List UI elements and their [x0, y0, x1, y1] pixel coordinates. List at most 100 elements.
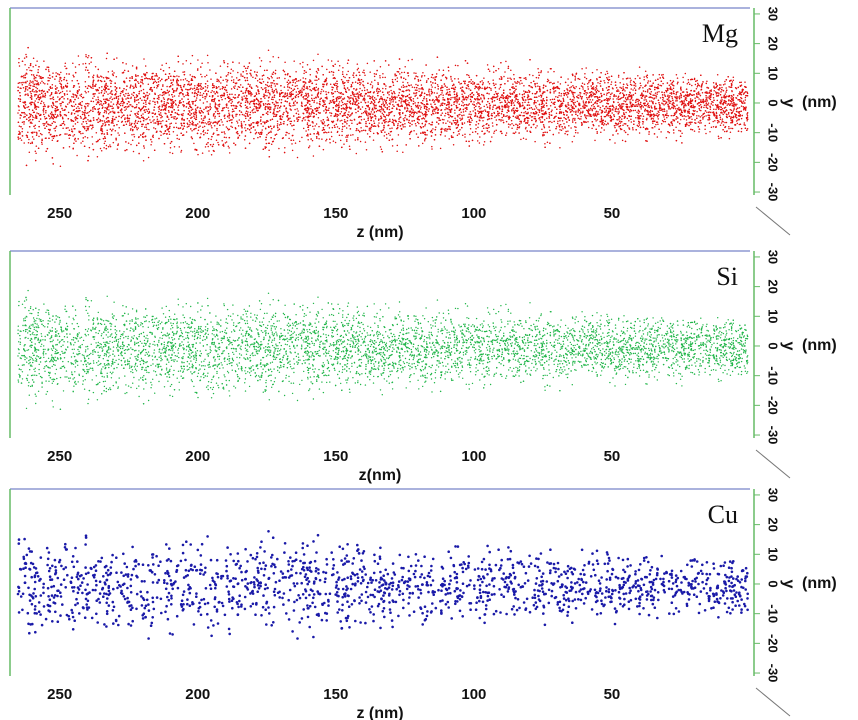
atom	[249, 106, 251, 109]
atom	[430, 76, 433, 78]
atom	[257, 136, 259, 139]
atom	[586, 82, 589, 85]
atom	[237, 96, 239, 98]
atom	[438, 94, 440, 97]
atom	[139, 85, 142, 88]
atom	[719, 116, 722, 119]
atom	[634, 82, 637, 85]
atom	[156, 100, 159, 103]
atom	[678, 106, 680, 109]
atom	[367, 115, 369, 117]
atom	[689, 123, 692, 125]
atom	[625, 94, 628, 96]
atom	[422, 99, 424, 102]
atom	[667, 114, 670, 117]
atom	[572, 117, 574, 120]
atom	[469, 110, 472, 113]
atom	[467, 84, 469, 86]
atom	[201, 94, 203, 96]
atom	[345, 136, 347, 138]
atom	[446, 130, 448, 132]
atom	[534, 84, 536, 86]
atom	[33, 101, 35, 104]
atom	[125, 77, 128, 79]
atom	[38, 135, 40, 138]
atom	[219, 65, 222, 67]
atom	[355, 99, 358, 101]
atom	[271, 77, 273, 79]
atom	[732, 96, 735, 99]
atom	[92, 87, 94, 90]
atom	[163, 132, 166, 135]
atom	[103, 136, 106, 138]
atom	[240, 121, 243, 123]
atom	[363, 99, 366, 102]
atom	[445, 93, 447, 95]
atom	[191, 54, 194, 57]
atom	[632, 89, 634, 91]
atom	[494, 91, 497, 93]
atom	[150, 143, 152, 146]
atom	[558, 132, 560, 134]
atom	[730, 86, 733, 88]
atom	[62, 122, 65, 124]
atom	[715, 95, 718, 97]
atom	[418, 122, 420, 125]
atom	[337, 114, 340, 116]
atom	[534, 105, 537, 107]
atom	[710, 90, 712, 92]
atom	[491, 100, 494, 102]
atom	[579, 113, 581, 115]
atom	[314, 125, 316, 127]
atom	[39, 93, 41, 96]
atom	[433, 101, 435, 103]
atom	[147, 116, 150, 118]
atom	[728, 126, 730, 128]
atom	[415, 133, 418, 135]
atom	[541, 117, 544, 119]
atom	[396, 150, 398, 152]
atom	[581, 82, 584, 84]
atom	[606, 107, 609, 109]
atom	[153, 122, 155, 124]
atom	[486, 92, 489, 95]
atom	[679, 92, 682, 95]
atom	[255, 92, 258, 94]
atom	[341, 101, 344, 104]
atom	[626, 83, 628, 85]
atom	[200, 114, 203, 117]
atom	[390, 89, 392, 92]
atom	[578, 78, 581, 80]
atom	[705, 104, 707, 107]
atom	[294, 108, 296, 111]
atom	[740, 127, 743, 130]
atom	[157, 78, 159, 81]
atom	[40, 75, 42, 78]
atom	[608, 105, 611, 108]
atom	[501, 96, 503, 99]
atom	[160, 114, 162, 117]
atom	[33, 138, 35, 140]
atom	[594, 139, 596, 142]
atom	[448, 116, 450, 119]
atom	[531, 108, 534, 111]
atom	[368, 122, 371, 125]
atom	[96, 74, 99, 76]
atom	[735, 108, 738, 111]
atom	[96, 90, 98, 92]
atom	[53, 127, 55, 130]
atom	[672, 107, 675, 110]
atom	[307, 129, 310, 131]
atom	[470, 117, 473, 120]
atom	[330, 70, 333, 73]
atom	[582, 101, 585, 104]
atom	[488, 110, 490, 113]
atom	[335, 84, 338, 87]
atom	[731, 127, 734, 130]
atom	[641, 112, 644, 115]
atom	[346, 140, 348, 143]
atom	[421, 112, 424, 115]
atom	[98, 103, 101, 106]
atom	[721, 118, 724, 120]
atom	[59, 91, 62, 94]
